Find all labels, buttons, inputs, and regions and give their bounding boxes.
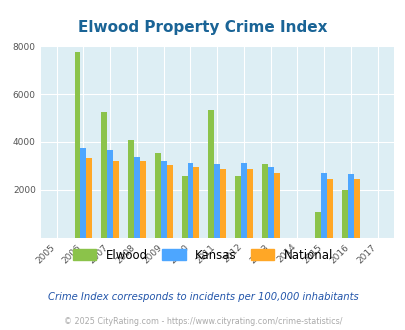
- Text: Elwood Property Crime Index: Elwood Property Crime Index: [78, 20, 327, 35]
- Bar: [326, 179, 332, 238]
- Bar: [80, 148, 86, 238]
- Bar: [267, 167, 273, 238]
- Bar: [75, 52, 80, 238]
- Bar: [261, 164, 267, 238]
- Bar: [208, 110, 214, 238]
- Bar: [160, 161, 166, 238]
- Bar: [246, 169, 252, 238]
- Bar: [347, 174, 353, 238]
- Bar: [273, 173, 279, 238]
- Bar: [341, 190, 347, 238]
- Bar: [134, 157, 140, 238]
- Legend: Elwood, Kansas, National: Elwood, Kansas, National: [68, 244, 337, 266]
- Bar: [128, 140, 134, 238]
- Bar: [220, 169, 226, 238]
- Bar: [154, 153, 160, 238]
- Bar: [187, 163, 193, 238]
- Bar: [140, 161, 145, 238]
- Bar: [241, 163, 246, 238]
- Bar: [113, 161, 119, 238]
- Bar: [166, 165, 172, 238]
- Bar: [234, 176, 241, 238]
- Bar: [214, 164, 220, 238]
- Bar: [86, 158, 92, 238]
- Bar: [107, 150, 113, 238]
- Bar: [353, 179, 359, 238]
- Bar: [193, 167, 199, 238]
- Bar: [101, 112, 107, 238]
- Bar: [181, 176, 187, 238]
- Bar: [320, 174, 326, 238]
- Bar: [315, 212, 320, 238]
- Text: © 2025 CityRating.com - https://www.cityrating.com/crime-statistics/: © 2025 CityRating.com - https://www.city…: [64, 317, 341, 326]
- Text: Crime Index corresponds to incidents per 100,000 inhabitants: Crime Index corresponds to incidents per…: [47, 292, 358, 302]
